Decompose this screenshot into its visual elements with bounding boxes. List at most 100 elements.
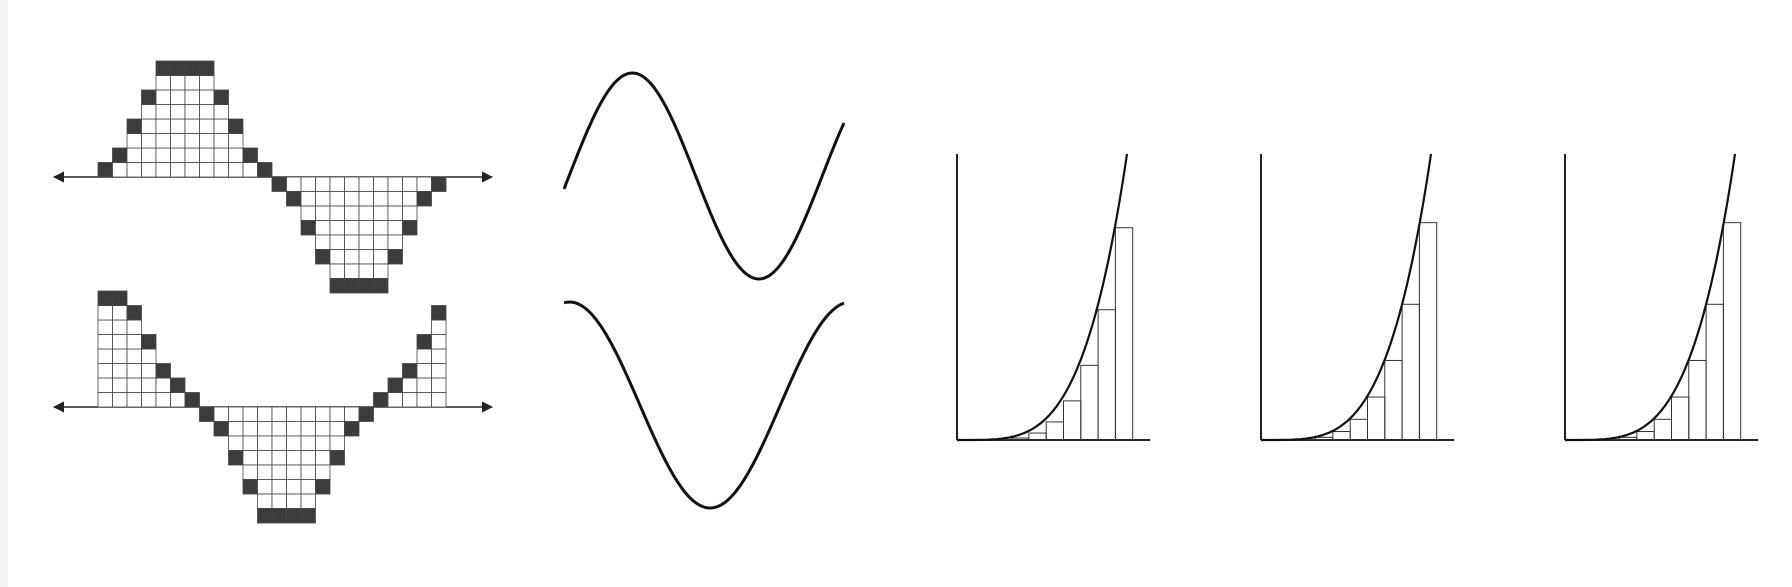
riemann-rect [1332, 431, 1351, 441]
riemann-rect [1636, 431, 1655, 441]
sine-pixel-cell [155, 60, 171, 76]
cosine-pixel-cell [257, 450, 273, 466]
sine-pixel-cell [315, 249, 331, 265]
sine-pixel-cell [300, 220, 316, 236]
cosine-pixel-cell [416, 348, 432, 364]
cosine-pixel-cell [141, 363, 157, 379]
sine-pixel-cell [344, 263, 360, 279]
smooth-sine-curve [562, 71, 846, 281]
sine-pixel-cell [155, 104, 171, 120]
sine-pixel-cell [126, 162, 142, 178]
smooth-cosine-curve [563, 300, 845, 510]
cosine-pixel-cell [315, 450, 331, 466]
cosine-pixel-cell [112, 290, 128, 306]
sine-pixel-cell [315, 191, 331, 207]
sine-pixel-cell [329, 220, 345, 236]
cosine-pixel-cell [112, 392, 128, 408]
cosine-pixel-cell [184, 392, 200, 408]
cosine-pixel-cell [300, 435, 316, 451]
sine-pixel-cell [387, 249, 403, 265]
sine-pixel-cell [141, 89, 157, 105]
riemann-graph-left [1260, 153, 1454, 442]
sine-pixel-cell [416, 191, 432, 207]
increasing-curve [957, 153, 1129, 442]
riemann-rect [1349, 418, 1368, 441]
riemann-rect [1653, 418, 1672, 441]
cosine-pixel-cell [286, 450, 302, 466]
sine-pixel-cell [402, 220, 418, 236]
cosine-pixel-cell [271, 464, 287, 480]
sine-pixel-cell [286, 191, 302, 207]
cosine-pixel-cell [286, 479, 302, 495]
sine-pixel-cell [329, 176, 345, 192]
sine-pixel-cell [199, 89, 215, 105]
sine-pixel-cell [141, 118, 157, 134]
sine-pixel-cell [358, 278, 374, 294]
cosine-pixel-cell [271, 508, 287, 524]
sine-pixel-cell [199, 118, 215, 134]
sine-pixel-cell [373, 278, 389, 294]
riemann-rect [1114, 227, 1134, 441]
riemann-rect [1063, 400, 1082, 441]
riemann-rect [1028, 432, 1047, 441]
cosine-pixel-cell [402, 363, 418, 379]
sine-pixel-cell [315, 220, 331, 236]
sine-pixel-cell [344, 234, 360, 250]
sine-pixel-cell [228, 118, 244, 134]
sine-pixel-cell [126, 133, 142, 149]
cosine-pixel-cell [286, 435, 302, 451]
cosine-pixel-cell [155, 363, 171, 379]
cosine-pixel-cell [126, 348, 142, 364]
cosine-pixel-cell [431, 363, 447, 379]
cosine-pixel-cell [97, 363, 113, 379]
cosine-pixel-cell [286, 421, 302, 437]
sine-pixel-cell [155, 162, 171, 178]
cosine-pixel-cell [242, 479, 258, 495]
sine-pixel-cell [228, 162, 244, 178]
cosine-pixel-cell [431, 334, 447, 350]
cosine-pixel-cell [257, 508, 273, 524]
sine-pixel-cell [170, 104, 186, 120]
riemann-rect [1367, 396, 1386, 441]
cosine-pixel-cell [257, 493, 273, 509]
cosine-pixel-cell [242, 464, 258, 480]
sine-pixel-cell [358, 176, 374, 192]
riemann-rect [1384, 359, 1403, 441]
cosine-pixel-cell [271, 435, 287, 451]
smooth-waves-panel [562, 71, 846, 510]
cosine-pixel-cell [97, 377, 113, 393]
cosine-pixel-cell [300, 406, 316, 422]
sine-pixel-cell [97, 162, 113, 178]
sine-pixel-cell [170, 147, 186, 163]
sine-pixel-cell [315, 205, 331, 221]
sine-pixel-cell [373, 191, 389, 207]
cosine-pixel-cell [402, 377, 418, 393]
sine-pixel-cell [112, 147, 128, 163]
sine-pixel-cell [155, 75, 171, 91]
sine-pixel-cell [199, 104, 215, 120]
cosine-pixel-cell [300, 421, 316, 437]
cosine-pixel-cell [416, 334, 432, 350]
cosine-pixel-cell [112, 334, 128, 350]
sine-pixel-cell [170, 75, 186, 91]
cosine-pixel-cell [286, 493, 302, 509]
sine-pixel-cell [170, 60, 186, 76]
sine-pixel-cell [184, 75, 200, 91]
sine-pixel-cell [315, 176, 331, 192]
sine-pixel-cell [213, 133, 229, 149]
pixel-cosine-wave [52, 290, 494, 524]
sine-pixel-cell [155, 133, 171, 149]
cosine-pixel-cell [271, 406, 287, 422]
riemann-rect [1080, 364, 1099, 441]
cosine-pixel-cell [344, 421, 360, 437]
sine-pixel-cell [358, 263, 374, 279]
cosine-pixel-cell [329, 435, 345, 451]
cosine-pixel-cell [112, 377, 128, 393]
cosine-pixel-cell [416, 363, 432, 379]
cosine-pixel-cell [228, 450, 244, 466]
sine-pixel-cell [170, 162, 186, 178]
sine-pixel-cell [213, 104, 229, 120]
sine-pixel-cell [184, 104, 200, 120]
sine-pixel-cell [373, 263, 389, 279]
